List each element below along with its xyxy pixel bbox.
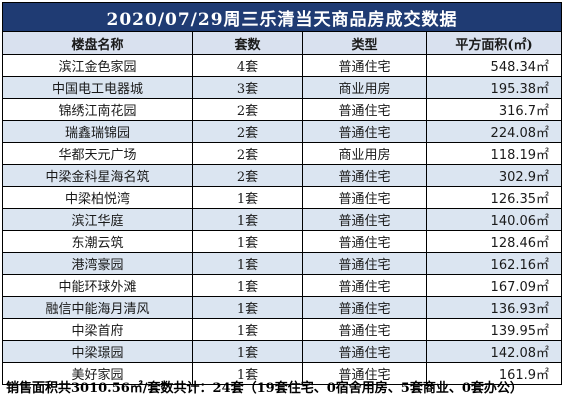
table-row: 滨江华庭 1套 普通住宅 140.06㎡ [2,208,563,231]
cell-name: 东潮云筑 [2,230,193,253]
header-count: 套数 [192,31,303,55]
cell-area: 142.08㎡ [425,340,563,363]
cell-count: 1套 [192,318,303,341]
cell-area: 316.7㎡ [425,98,563,121]
cell-area: 139.95㎡ [425,318,563,341]
cell-type: 普通住宅 [302,186,427,209]
cell-name: 融信中能海月清风 [2,296,193,319]
cell-type: 普通住宅 [302,318,427,341]
table-row: 中梁璟园 1套 普通住宅 142.08㎡ [2,340,563,363]
cell-type: 普通住宅 [302,340,427,363]
cell-count: 4套 [192,54,303,77]
cell-count: 2套 [192,120,303,143]
cell-name: 滨江华庭 [2,208,193,231]
table-row: 东潮云筑 1套 普通住宅 128.46㎡ [2,230,563,253]
cell-count: 1套 [192,208,303,231]
cell-area: 302.9㎡ [425,164,563,187]
table-row: 中梁金科星海名筑 2套 普通住宅 302.9㎡ [2,164,563,187]
cell-area: 128.46㎡ [425,230,563,253]
table-row: 中能环球外滩 1套 普通住宅 167.09㎡ [2,274,563,297]
cell-area: 548.34㎡ [425,54,563,77]
cell-area: 195.38㎡ [425,76,563,99]
cell-name: 港湾豪园 [2,252,193,275]
table-row: 滨江金色家园 4套 普通住宅 548.34㎡ [2,54,563,77]
table-row: 华都天元广场 2套 商业用房 118.19㎡ [2,142,563,165]
cell-count: 1套 [192,340,303,363]
table-row: 瑞鑫瑞锦园 2套 普通住宅 224.08㎡ [2,120,563,143]
table-row: 中梁柏悦湾 1套 普通住宅 126.35㎡ [2,186,563,209]
cell-area: 161.9㎡ [425,362,563,385]
header-area: 平方面积(㎡) [425,31,563,55]
cell-area: 118.19㎡ [425,142,563,165]
title-row: 2020/07/29周三乐清当天商品房成交数据 [1,2,563,32]
cell-count: 3套 [192,76,303,99]
sales-table: 2020/07/29周三乐清当天商品房成交数据 楼盘名称 套数 类型 平方面积(… [1,2,563,385]
table-title: 2020/07/29周三乐清当天商品房成交数据 [1,2,563,32]
cell-count: 1套 [192,362,303,385]
cell-type: 普通住宅 [302,296,427,319]
cell-name: 中梁柏悦湾 [2,186,193,209]
table-row: 中国电工电器城 3套 商业用房 195.38㎡ [2,76,563,99]
cell-count: 2套 [192,142,303,165]
cell-type: 商业用房 [302,142,427,165]
table-row: 锦绣江南花园 2套 普通住宅 316.7㎡ [2,98,563,121]
cell-name: 滨江金色家园 [2,54,193,77]
cell-count: 2套 [192,98,303,121]
cell-type: 普通住宅 [302,54,427,77]
cell-count: 1套 [192,252,303,275]
cell-type: 普通住宅 [302,120,427,143]
cell-area: 224.08㎡ [425,120,563,143]
cell-area: 136.93㎡ [425,296,563,319]
cell-area: 162.16㎡ [425,252,563,275]
header-type: 类型 [302,31,427,55]
cell-type: 商业用房 [302,76,427,99]
cell-name: 中梁璟园 [2,340,193,363]
cell-type: 普通住宅 [302,362,427,385]
cell-count: 1套 [192,296,303,319]
header-row: 楼盘名称 套数 类型 平方面积(㎡) [2,31,563,55]
table-row: 融信中能海月清风 1套 普通住宅 136.93㎡ [2,296,563,319]
cell-name: 中梁金科星海名筑 [2,164,193,187]
table-row: 港湾豪园 1套 普通住宅 162.16㎡ [2,252,563,275]
cell-type: 普通住宅 [302,98,427,121]
cell-name: 中国电工电器城 [2,76,193,99]
table-row: 美好家园 1套 普通住宅 161.9㎡ [2,362,563,385]
cell-count: 1套 [192,274,303,297]
cell-type: 普通住宅 [302,252,427,275]
cell-name: 瑞鑫瑞锦园 [2,120,193,143]
cell-name: 华都天元广场 [2,142,193,165]
cell-count: 1套 [192,186,303,209]
cell-area: 140.06㎡ [425,208,563,231]
header-name: 楼盘名称 [2,31,193,55]
cell-area: 126.35㎡ [425,186,563,209]
cell-count: 2套 [192,164,303,187]
cell-type: 普通住宅 [302,274,427,297]
table-row: 中梁首府 1套 普通住宅 139.95㎡ [2,318,563,341]
cell-name: 中能环球外滩 [2,274,193,297]
cell-name: 美好家园 [2,362,193,385]
cell-name: 中梁首府 [2,318,193,341]
cell-count: 1套 [192,230,303,253]
cell-type: 普通住宅 [302,208,427,231]
summary-text: 销售面积共3010.56㎡/套数共计：24套（19套住宅、0宿舍用房、5套商业、… [6,381,523,396]
cell-area: 167.09㎡ [425,274,563,297]
cell-type: 普通住宅 [302,164,427,187]
cell-name: 锦绣江南花园 [2,98,193,121]
cell-type: 普通住宅 [302,230,427,253]
